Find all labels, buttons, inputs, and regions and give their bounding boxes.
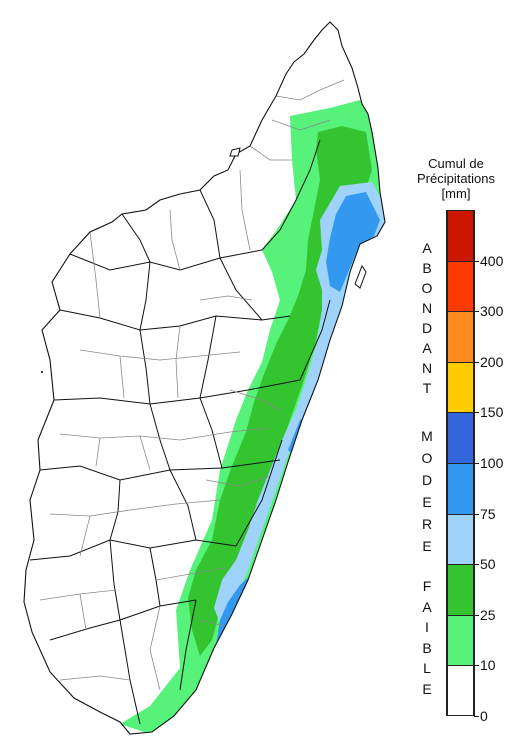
legend-swatch-100 bbox=[447, 463, 474, 514]
legend-swatch-200 bbox=[447, 361, 474, 413]
legend-title-line3: [mm] bbox=[441, 186, 471, 201]
legend-title-line1: Cumul de bbox=[428, 156, 484, 171]
legend-category-letter: N bbox=[421, 360, 433, 376]
legend-category-letter: I bbox=[425, 619, 429, 635]
legend-tick-mark bbox=[474, 513, 479, 515]
legend-category-letter: F bbox=[422, 578, 432, 594]
legend-category-letter: T bbox=[422, 380, 432, 396]
legend-tick-label: 25 bbox=[480, 606, 496, 623]
legend-category-letter: O bbox=[421, 450, 433, 466]
legend-tick-label: 75 bbox=[480, 505, 496, 522]
legend-swatch-400 bbox=[447, 260, 474, 312]
legend-swatch-top bbox=[447, 210, 474, 261]
legend-tick-mark bbox=[474, 564, 479, 566]
madagascar-rainfall-map bbox=[23, 21, 386, 735]
legend-swatch-10 bbox=[447, 665, 474, 716]
legend-category-letter: B bbox=[422, 260, 432, 276]
district-boundaries bbox=[39, 79, 345, 691]
legend-tick-mark bbox=[474, 463, 479, 464]
legend-category-letter: D bbox=[421, 472, 433, 488]
legend-category-letter: N bbox=[421, 300, 433, 316]
legend-tick-label: 0 bbox=[480, 708, 488, 724]
legend-tick-label: 10 bbox=[480, 657, 496, 674]
legend-tick-mark bbox=[474, 614, 479, 616]
legend-tick-label: 400 bbox=[480, 252, 504, 269]
legend-category-letter: A bbox=[422, 240, 432, 256]
coastline bbox=[23, 21, 386, 735]
legend-swatch-75 bbox=[447, 513, 474, 565]
legend-tick-mark bbox=[474, 260, 479, 262]
zone-light-blue bbox=[214, 182, 385, 628]
legend-category-letter: O bbox=[421, 280, 433, 296]
legend-tick-label: 150 bbox=[480, 404, 504, 421]
legend-category-letter: L bbox=[423, 660, 431, 676]
legend-tick-label: 300 bbox=[480, 303, 504, 320]
legend-swatch-300 bbox=[447, 311, 474, 362]
legend-tick-label: 200 bbox=[480, 353, 504, 370]
legend-category-letter: A bbox=[422, 598, 432, 615]
legend-tick-mark bbox=[474, 311, 479, 313]
island-sainte-marie bbox=[354, 264, 367, 289]
legend-tick-mark bbox=[474, 412, 479, 414]
legend-swatch-25 bbox=[447, 614, 474, 666]
legend-category-letter: E bbox=[422, 680, 432, 697]
legend-swatch-50 bbox=[447, 564, 474, 615]
legend-title-line2: Précipitations bbox=[416, 171, 496, 186]
legend-tick-label: 50 bbox=[480, 556, 496, 573]
legend-tick-mark bbox=[474, 361, 479, 363]
legend-category-letter: R bbox=[421, 516, 433, 532]
legend-category-letter: D bbox=[421, 320, 433, 336]
legend-tick-mark bbox=[474, 665, 479, 667]
legend-category-letter: M bbox=[421, 428, 433, 444]
zone-blue-north bbox=[326, 192, 380, 292]
legend-title: Cumul de Précipitations [mm] bbox=[400, 156, 512, 201]
legend-swatch-150 bbox=[447, 412, 474, 463]
legend-tick-label: 100 bbox=[480, 455, 504, 471]
legend-category-letter: E bbox=[422, 494, 432, 510]
legend-category-letter: B bbox=[422, 639, 432, 656]
legend-tick-mark bbox=[474, 716, 479, 717]
legend-category-letter: E bbox=[422, 538, 432, 554]
legend-category-letter: A bbox=[422, 340, 432, 356]
islet bbox=[41, 371, 43, 373]
island-nosy-be bbox=[229, 147, 241, 157]
